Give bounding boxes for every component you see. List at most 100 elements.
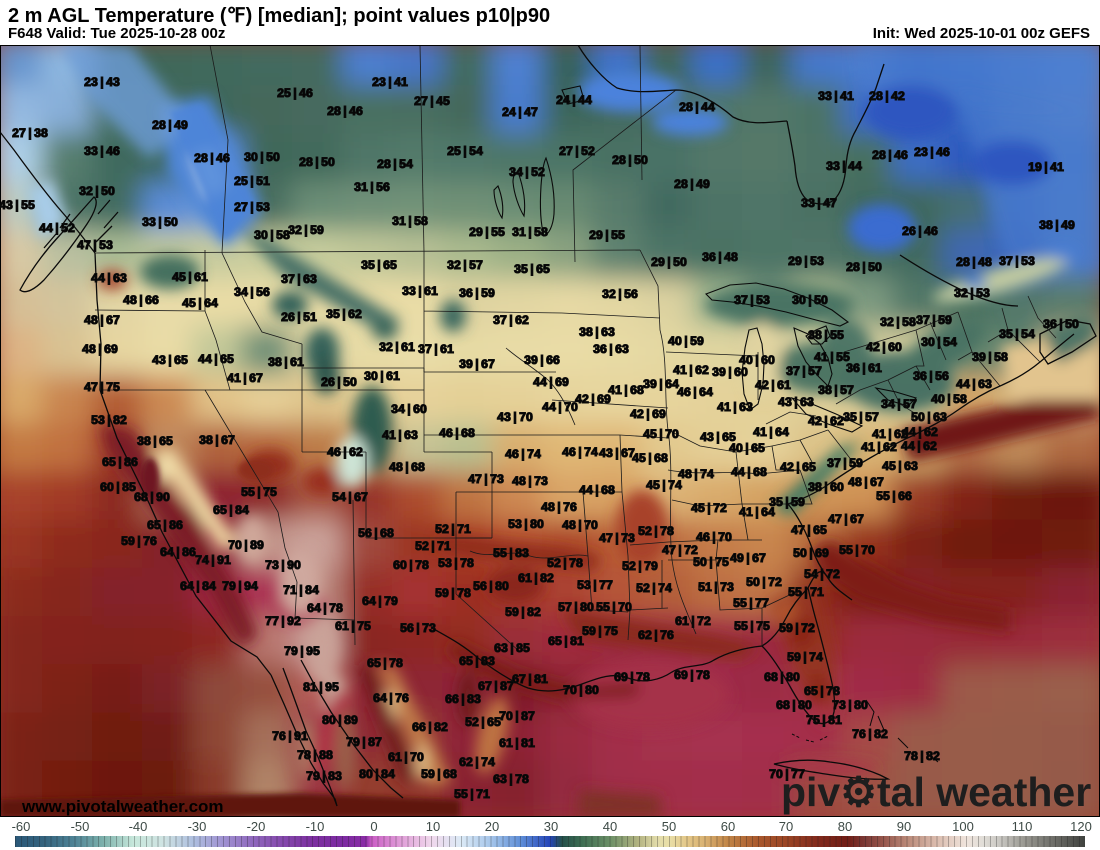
svg-text:35 | 54: 35 | 54 — [999, 327, 1035, 341]
svg-text:31 | 58: 31 | 58 — [512, 225, 548, 239]
svg-text:48 | 73: 48 | 73 — [512, 474, 548, 488]
svg-text:37 | 63: 37 | 63 — [281, 272, 317, 286]
svg-text:30 | 50: 30 | 50 — [244, 150, 280, 164]
svg-text:55 | 75: 55 | 75 — [241, 485, 277, 499]
svg-text:81 | 95: 81 | 95 — [303, 680, 339, 694]
svg-text:47 | 73: 47 | 73 — [468, 472, 504, 486]
svg-text:37 | 59: 37 | 59 — [827, 456, 863, 470]
svg-text:34 | 57: 34 | 57 — [881, 397, 917, 411]
svg-text:28 | 46: 28 | 46 — [327, 104, 363, 118]
svg-text:40 | 60: 40 | 60 — [739, 353, 775, 367]
svg-text:25 | 46: 25 | 46 — [277, 86, 313, 100]
svg-text:43 | 67: 43 | 67 — [599, 446, 635, 460]
svg-text:47 | 67: 47 | 67 — [828, 512, 864, 526]
svg-text:41 | 63: 41 | 63 — [717, 400, 753, 414]
svg-text:28 | 44: 28 | 44 — [679, 100, 715, 114]
svg-text:46 | 64: 46 | 64 — [677, 385, 713, 399]
svg-text:45 | 68: 45 | 68 — [632, 451, 668, 465]
svg-text:36 | 59: 36 | 59 — [459, 286, 495, 300]
svg-text:70 | 80: 70 | 80 — [563, 683, 599, 697]
svg-text:52 | 74: 52 | 74 — [636, 581, 672, 595]
svg-text:30 | 54: 30 | 54 — [921, 335, 957, 349]
svg-text:41 | 62: 41 | 62 — [673, 363, 709, 377]
svg-text:71 | 84: 71 | 84 — [283, 583, 319, 597]
svg-text:48 | 74: 48 | 74 — [678, 467, 714, 481]
svg-text:50 | 75: 50 | 75 — [693, 555, 729, 569]
svg-text:44 | 70: 44 | 70 — [542, 400, 578, 414]
svg-text:60 | 78: 60 | 78 — [393, 558, 429, 572]
svg-text:39 | 58: 39 | 58 — [972, 350, 1008, 364]
svg-text:37 | 57: 37 | 57 — [786, 364, 822, 378]
svg-text:48 | 67: 48 | 67 — [848, 475, 884, 489]
svg-text:49 | 67: 49 | 67 — [730, 551, 766, 565]
svg-text:64 | 86: 64 | 86 — [160, 545, 196, 559]
svg-text:43 | 65: 43 | 65 — [700, 430, 736, 444]
svg-text:26 | 46: 26 | 46 — [902, 224, 938, 238]
svg-text:65 | 83: 65 | 83 — [459, 654, 495, 668]
svg-text:65 | 84: 65 | 84 — [213, 503, 249, 517]
svg-text:40 | 58: 40 | 58 — [931, 392, 967, 406]
svg-text:44 | 68: 44 | 68 — [579, 483, 615, 497]
svg-text:36 | 50: 36 | 50 — [1043, 317, 1079, 331]
svg-text:68 | 80: 68 | 80 — [776, 698, 812, 712]
svg-text:66 | 83: 66 | 83 — [445, 692, 481, 706]
svg-text:23 | 41: 23 | 41 — [372, 75, 408, 89]
svg-text:70 | 89: 70 | 89 — [228, 538, 264, 552]
svg-text:59 | 78: 59 | 78 — [435, 586, 471, 600]
svg-text:27 | 45: 27 | 45 — [414, 94, 450, 108]
svg-text:34 | 52: 34 | 52 — [509, 165, 545, 179]
svg-text:29 | 55: 29 | 55 — [589, 228, 625, 242]
svg-text:55 | 70: 55 | 70 — [596, 600, 632, 614]
svg-text:46 | 74: 46 | 74 — [505, 447, 541, 461]
svg-text:33 | 44: 33 | 44 — [826, 159, 862, 173]
svg-text:26 | 50: 26 | 50 — [321, 375, 357, 389]
svg-text:24 | 47: 24 | 47 — [502, 105, 538, 119]
svg-text:28 | 49: 28 | 49 — [674, 177, 710, 191]
svg-text:35 | 62: 35 | 62 — [326, 307, 362, 321]
svg-text:59 | 74: 59 | 74 — [787, 650, 823, 664]
svg-text:44 | 68: 44 | 68 — [731, 465, 767, 479]
svg-text:44 | 63: 44 | 63 — [91, 271, 127, 285]
svg-text:44 | 69: 44 | 69 — [533, 375, 569, 389]
svg-text:44 | 63: 44 | 63 — [956, 377, 992, 391]
svg-text:73 | 90: 73 | 90 — [265, 558, 301, 572]
svg-text:69 | 78: 69 | 78 — [614, 670, 650, 684]
svg-text:47 | 73: 47 | 73 — [599, 531, 635, 545]
svg-text:23 | 43: 23 | 43 — [84, 75, 120, 89]
svg-text:67 | 81: 67 | 81 — [512, 672, 548, 686]
svg-text:64 | 76: 64 | 76 — [373, 691, 409, 705]
svg-text:42 | 62: 42 | 62 — [808, 414, 844, 428]
svg-text:42 | 60: 42 | 60 — [866, 340, 902, 354]
svg-text:44 | 65: 44 | 65 — [198, 352, 234, 366]
svg-text:55 | 75: 55 | 75 — [734, 619, 770, 633]
svg-text:37 | 53: 37 | 53 — [734, 293, 770, 307]
svg-text:32 | 58: 32 | 58 — [880, 315, 916, 329]
svg-text:37 | 59: 37 | 59 — [916, 313, 952, 327]
svg-text:36 | 61: 36 | 61 — [846, 361, 882, 375]
svg-text:32 | 61: 32 | 61 — [379, 340, 415, 354]
svg-text:31 | 58: 31 | 58 — [392, 214, 428, 228]
svg-text:41 | 68: 41 | 68 — [608, 383, 644, 397]
svg-text:52 | 78: 52 | 78 — [638, 524, 674, 538]
svg-text:35 | 65: 35 | 65 — [514, 262, 550, 276]
svg-text:79 | 94: 79 | 94 — [222, 579, 258, 593]
svg-text:50 | 72: 50 | 72 — [746, 575, 782, 589]
svg-text:32 | 56: 32 | 56 — [602, 287, 638, 301]
svg-text:56 | 68: 56 | 68 — [358, 526, 394, 540]
svg-text:61 | 82: 61 | 82 — [518, 571, 554, 585]
svg-text:38 | 65: 38 | 65 — [137, 434, 173, 448]
svg-text:32 | 59: 32 | 59 — [288, 223, 324, 237]
svg-text:29 | 55: 29 | 55 — [469, 225, 505, 239]
svg-text:25 | 54: 25 | 54 — [447, 144, 483, 158]
svg-text:69 | 78: 69 | 78 — [674, 668, 710, 682]
svg-text:41 | 62: 41 | 62 — [872, 427, 908, 441]
svg-text:28 | 46: 28 | 46 — [872, 148, 908, 162]
svg-text:64 | 79: 64 | 79 — [362, 594, 398, 608]
svg-text:48 | 68: 48 | 68 — [389, 460, 425, 474]
svg-text:48 | 70: 48 | 70 — [562, 518, 598, 532]
svg-text:47 | 65: 47 | 65 — [791, 523, 827, 537]
svg-text:50 | 63: 50 | 63 — [911, 410, 947, 424]
svg-text:36 | 56: 36 | 56 — [913, 369, 949, 383]
svg-text:33 | 47: 33 | 47 — [801, 196, 837, 210]
svg-text:61 | 75: 61 | 75 — [335, 619, 371, 633]
